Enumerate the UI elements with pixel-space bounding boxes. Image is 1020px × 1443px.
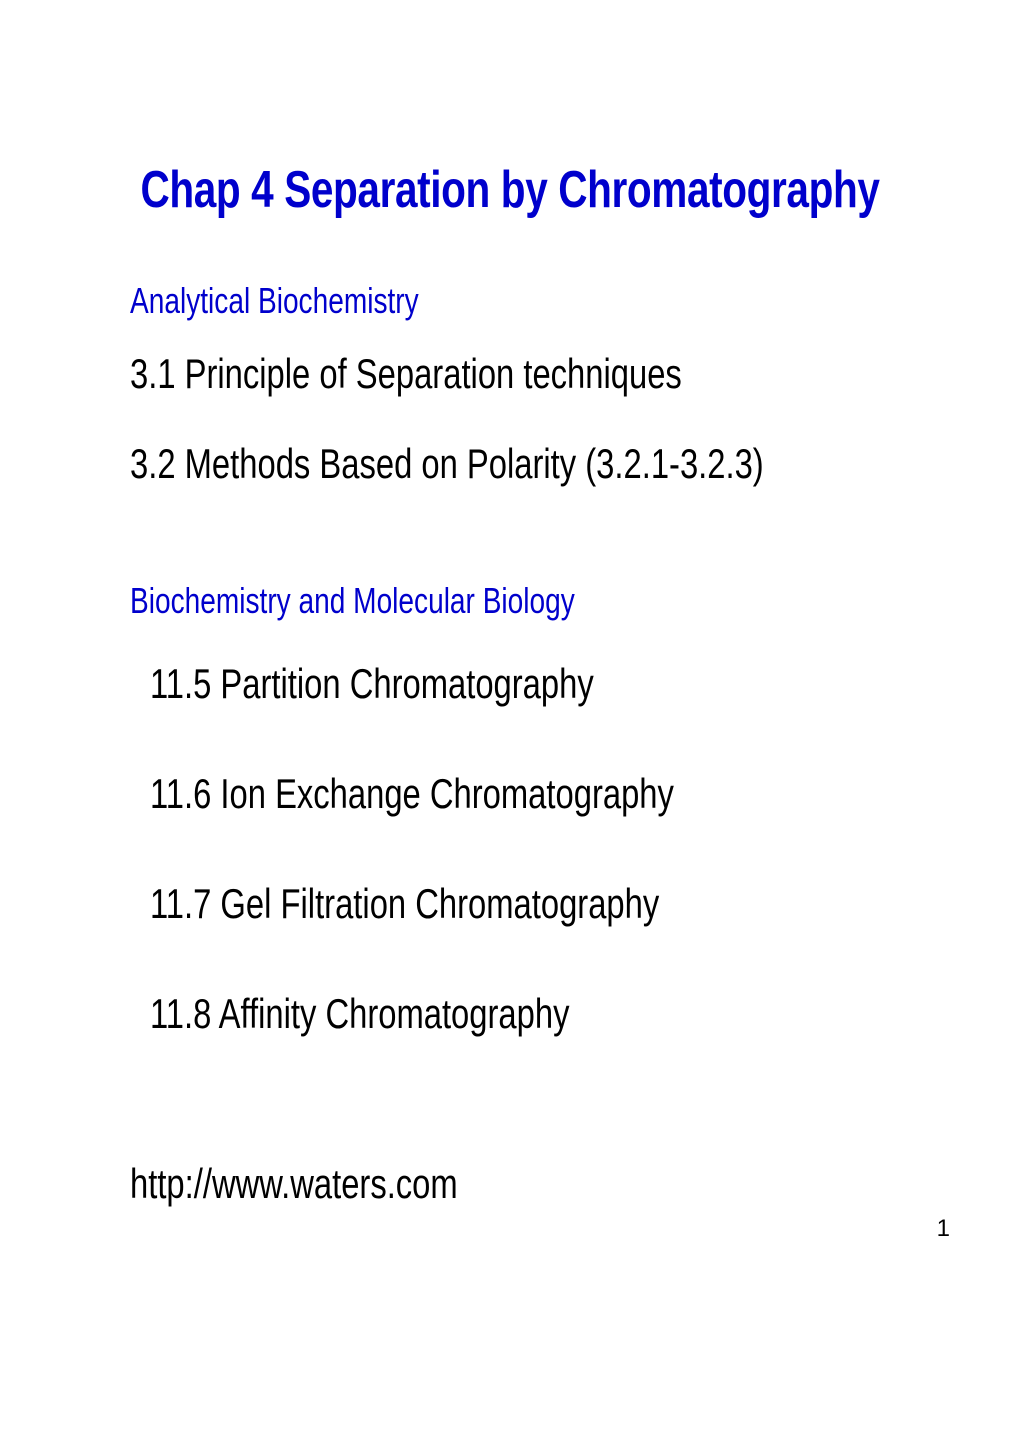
page-number: 1 (937, 1215, 950, 1243)
outline-item: 11.5 Partition Chromatography (150, 660, 594, 708)
outline-item: 11.8 Affinity Chromatography (150, 990, 569, 1038)
section-heading-biochem: Biochemistry and Molecular Biology (130, 580, 575, 622)
slide-title: Chap 4 Separation by Chromatography (112, 160, 908, 220)
outline-item: 11.7 Gel Filtration Chromatography (150, 880, 659, 928)
slide: Chap 4 Separation by Chromatography Anal… (0, 0, 1020, 1443)
footer-url: http://www.waters.com (130, 1160, 458, 1208)
section-heading-analytical: Analytical Biochemistry (130, 280, 419, 322)
outline-item: 3.1 Principle of Separation techniques (130, 350, 682, 398)
outline-item: 3.2 Methods Based on Polarity (3.2.1-3.2… (130, 440, 764, 488)
outline-item: 11.6 Ion Exchange Chromatography (150, 770, 674, 818)
